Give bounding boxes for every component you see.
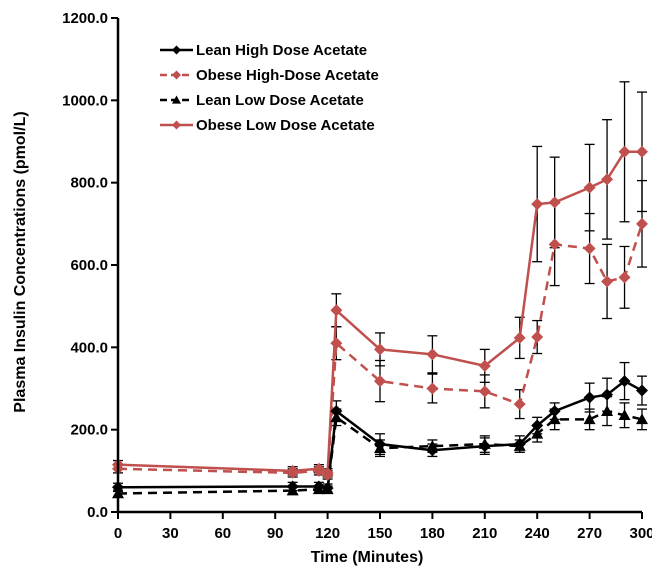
- data-point-obese-high-dose-acetate: [374, 375, 386, 388]
- data-point-obese-high-dose-acetate: [426, 382, 439, 395]
- data-point-obese-low-dose-acetate: [636, 145, 648, 158]
- data-point-obese-low-dose-acetate: [531, 198, 544, 211]
- data-point-obese-high-dose-acetate: [531, 331, 544, 344]
- data-point-obese-low-dose-acetate: [601, 173, 614, 186]
- legend-marker-lean-low-dose-acetate: [172, 95, 181, 104]
- x-tick-label: 240: [525, 525, 550, 542]
- y-tick-label: 200.0: [70, 422, 108, 439]
- x-tick-label: 60: [214, 525, 231, 542]
- legend-marker-lean-high-dose-acetate: [172, 45, 181, 55]
- x-tick-label: 210: [472, 525, 497, 542]
- data-point-obese-high-dose-acetate: [601, 275, 614, 288]
- data-point-lean-low-dose-acetate: [636, 413, 648, 425]
- data-point-lean-high-dose-acetate: [513, 438, 526, 451]
- data-point-obese-low-dose-acetate: [583, 181, 596, 194]
- series-markers: [112, 145, 648, 499]
- data-point-lean-high-dose-acetate: [312, 480, 325, 493]
- legend-label-obese-low-dose-acetate: Obese Low Dose Acetate: [196, 117, 375, 134]
- data-point-obese-low-dose-acetate: [426, 348, 439, 361]
- x-tick-label: 90: [267, 525, 284, 542]
- x-axis-ticks: 0 30 60 90 120 150 180 210 240 270 300: [114, 512, 652, 542]
- data-point-obese-high-dose-acetate: [618, 271, 631, 284]
- data-point-lean-high-dose-acetate: [601, 388, 614, 401]
- data-point-obese-high-dose-acetate: [513, 398, 526, 411]
- legend-label-lean-high-dose-acetate: Lean High Dose Acetate: [196, 42, 367, 59]
- data-point-lean-low-dose-acetate: [583, 413, 596, 425]
- x-axis-title: Time (Minutes): [311, 549, 424, 566]
- legend-marker-obese-low-dose-acetate: [172, 120, 181, 130]
- data-point-lean-high-dose-acetate: [426, 444, 439, 457]
- legend-label-obese-high-dose-acetate: Obese High-Dose Acetate: [196, 67, 379, 84]
- data-point-lean-low-dose-acetate: [531, 427, 544, 439]
- legend-marker-obese-high-dose-acetate: [172, 70, 181, 80]
- data-point-lean-high-dose-acetate: [531, 419, 544, 432]
- x-tick-label: 180: [420, 525, 445, 542]
- y-tick-label: 400.0: [70, 339, 108, 356]
- data-point-obese-high-dose-acetate: [286, 466, 299, 479]
- y-tick-label: 1200.0: [62, 10, 108, 27]
- data-point-lean-low-dose-acetate: [601, 405, 614, 416]
- x-tick-label: 270: [577, 525, 602, 542]
- data-point-obese-high-dose-acetate: [478, 385, 491, 398]
- data-point-lean-high-dose-acetate: [374, 438, 386, 451]
- y-tick-label: 0.0: [87, 504, 108, 521]
- x-tick-label: 30: [162, 525, 179, 542]
- data-point-lean-high-dose-acetate: [548, 405, 561, 418]
- data-point-obese-low-dose-acetate: [330, 304, 343, 317]
- data-point-lean-high-dose-acetate: [618, 375, 631, 388]
- data-point-lean-high-dose-acetate: [478, 440, 491, 453]
- y-axis-ticks: 0.0 200.0 400.0 600.0 800.0 1000.0 1200.0: [62, 10, 118, 521]
- data-point-lean-low-dose-acetate: [548, 413, 561, 425]
- data-point-lean-high-dose-acetate: [286, 480, 299, 493]
- data-point-lean-low-dose-acetate: [618, 409, 631, 421]
- x-tick-label: 300: [629, 525, 652, 542]
- y-tick-label: 600.0: [70, 257, 108, 274]
- data-point-obese-high-dose-acetate: [548, 238, 561, 251]
- data-point-lean-high-dose-acetate: [583, 391, 596, 404]
- data-point-obese-high-dose-acetate: [321, 468, 334, 481]
- x-tick-label: 0: [114, 525, 122, 542]
- data-point-obese-low-dose-acetate: [374, 343, 386, 356]
- y-axis-title: Plasma Insulin Concentrations (pmol/L): [12, 111, 29, 412]
- data-point-obese-high-dose-acetate: [583, 242, 596, 255]
- y-tick-label: 800.0: [70, 175, 108, 192]
- data-point-obese-low-dose-acetate: [548, 196, 561, 209]
- x-tick-label: 150: [367, 525, 392, 542]
- data-point-lean-high-dose-acetate: [636, 384, 648, 397]
- x-tick-label: 120: [315, 525, 340, 542]
- data-point-obese-low-dose-acetate: [478, 359, 491, 372]
- error-bars: [113, 81, 647, 498]
- data-point-lean-high-dose-acetate: [330, 405, 343, 418]
- series-line-obese-high-dose-acetate: [117, 223, 644, 477]
- data-point-obese-high-dose-acetate: [330, 337, 343, 350]
- data-point-lean-high-dose-acetate: [321, 482, 334, 495]
- data-point-obese-low-dose-acetate: [513, 331, 526, 344]
- series-line-obese-low-dose-acetate: [117, 150, 642, 475]
- legend-label-lean-low-dose-acetate: Lean Low Dose Acetate: [196, 92, 364, 109]
- legend: Lean High Dose Acetate Obese High-Dose Ac…: [160, 42, 379, 134]
- data-point-obese-low-dose-acetate: [618, 145, 631, 158]
- data-point-obese-high-dose-acetate: [312, 464, 325, 477]
- y-tick-label: 1000.0: [62, 92, 108, 109]
- data-point-obese-high-dose-acetate: [636, 217, 648, 230]
